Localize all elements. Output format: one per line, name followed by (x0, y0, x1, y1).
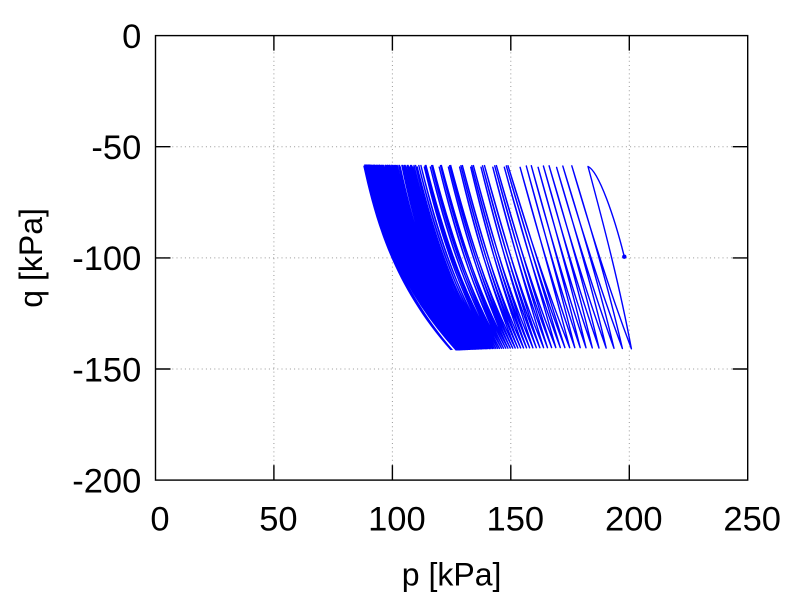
svg-text:q [kPa]: q [kPa] (13, 208, 49, 308)
svg-text:200: 200 (605, 500, 663, 538)
svg-text:0: 0 (150, 500, 169, 538)
svg-text:-100: -100 (72, 240, 141, 278)
svg-text:50: 50 (259, 500, 297, 538)
svg-text:0: 0 (122, 18, 141, 56)
svg-text:150: 150 (487, 500, 545, 538)
svg-text:-150: -150 (72, 351, 141, 389)
svg-text:250: 250 (723, 500, 781, 538)
svg-text:-50: -50 (91, 129, 141, 167)
svg-text:100: 100 (368, 500, 426, 538)
svg-text:-200: -200 (72, 463, 141, 501)
svg-text:p [kPa]: p [kPa] (402, 557, 502, 593)
